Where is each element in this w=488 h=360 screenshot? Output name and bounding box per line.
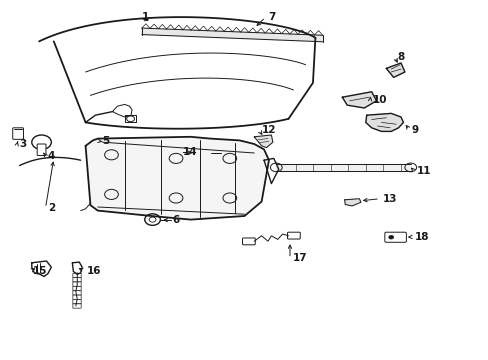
FancyBboxPatch shape xyxy=(73,278,81,282)
Polygon shape xyxy=(276,164,410,171)
FancyBboxPatch shape xyxy=(37,144,46,156)
Polygon shape xyxy=(254,135,272,148)
Text: 18: 18 xyxy=(414,232,428,242)
FancyBboxPatch shape xyxy=(73,295,81,300)
Text: 4: 4 xyxy=(48,150,55,161)
Text: 6: 6 xyxy=(172,215,179,225)
Text: 17: 17 xyxy=(292,253,306,264)
Text: 16: 16 xyxy=(87,266,102,276)
FancyBboxPatch shape xyxy=(384,232,406,242)
Text: 1: 1 xyxy=(142,12,149,22)
Polygon shape xyxy=(142,28,322,42)
Text: 8: 8 xyxy=(396,52,404,62)
Text: 11: 11 xyxy=(416,166,430,176)
Polygon shape xyxy=(344,199,360,206)
Text: 12: 12 xyxy=(261,125,276,135)
FancyBboxPatch shape xyxy=(73,304,81,308)
Polygon shape xyxy=(365,113,403,131)
FancyBboxPatch shape xyxy=(73,300,81,304)
FancyBboxPatch shape xyxy=(73,286,81,291)
FancyBboxPatch shape xyxy=(242,238,255,245)
FancyBboxPatch shape xyxy=(13,128,23,139)
Text: 3: 3 xyxy=(20,139,27,149)
FancyBboxPatch shape xyxy=(73,282,81,286)
Polygon shape xyxy=(85,137,268,220)
Text: 14: 14 xyxy=(183,147,197,157)
Text: 7: 7 xyxy=(267,12,275,22)
FancyBboxPatch shape xyxy=(287,232,300,239)
Text: 9: 9 xyxy=(411,125,418,135)
Text: 5: 5 xyxy=(102,136,109,146)
Circle shape xyxy=(388,235,393,239)
FancyBboxPatch shape xyxy=(73,291,81,295)
Polygon shape xyxy=(342,92,376,108)
Text: 13: 13 xyxy=(382,194,396,204)
FancyBboxPatch shape xyxy=(73,273,81,278)
Polygon shape xyxy=(386,63,404,77)
Text: 15: 15 xyxy=(33,266,48,276)
Text: 10: 10 xyxy=(372,95,386,105)
Text: 2: 2 xyxy=(48,203,55,213)
